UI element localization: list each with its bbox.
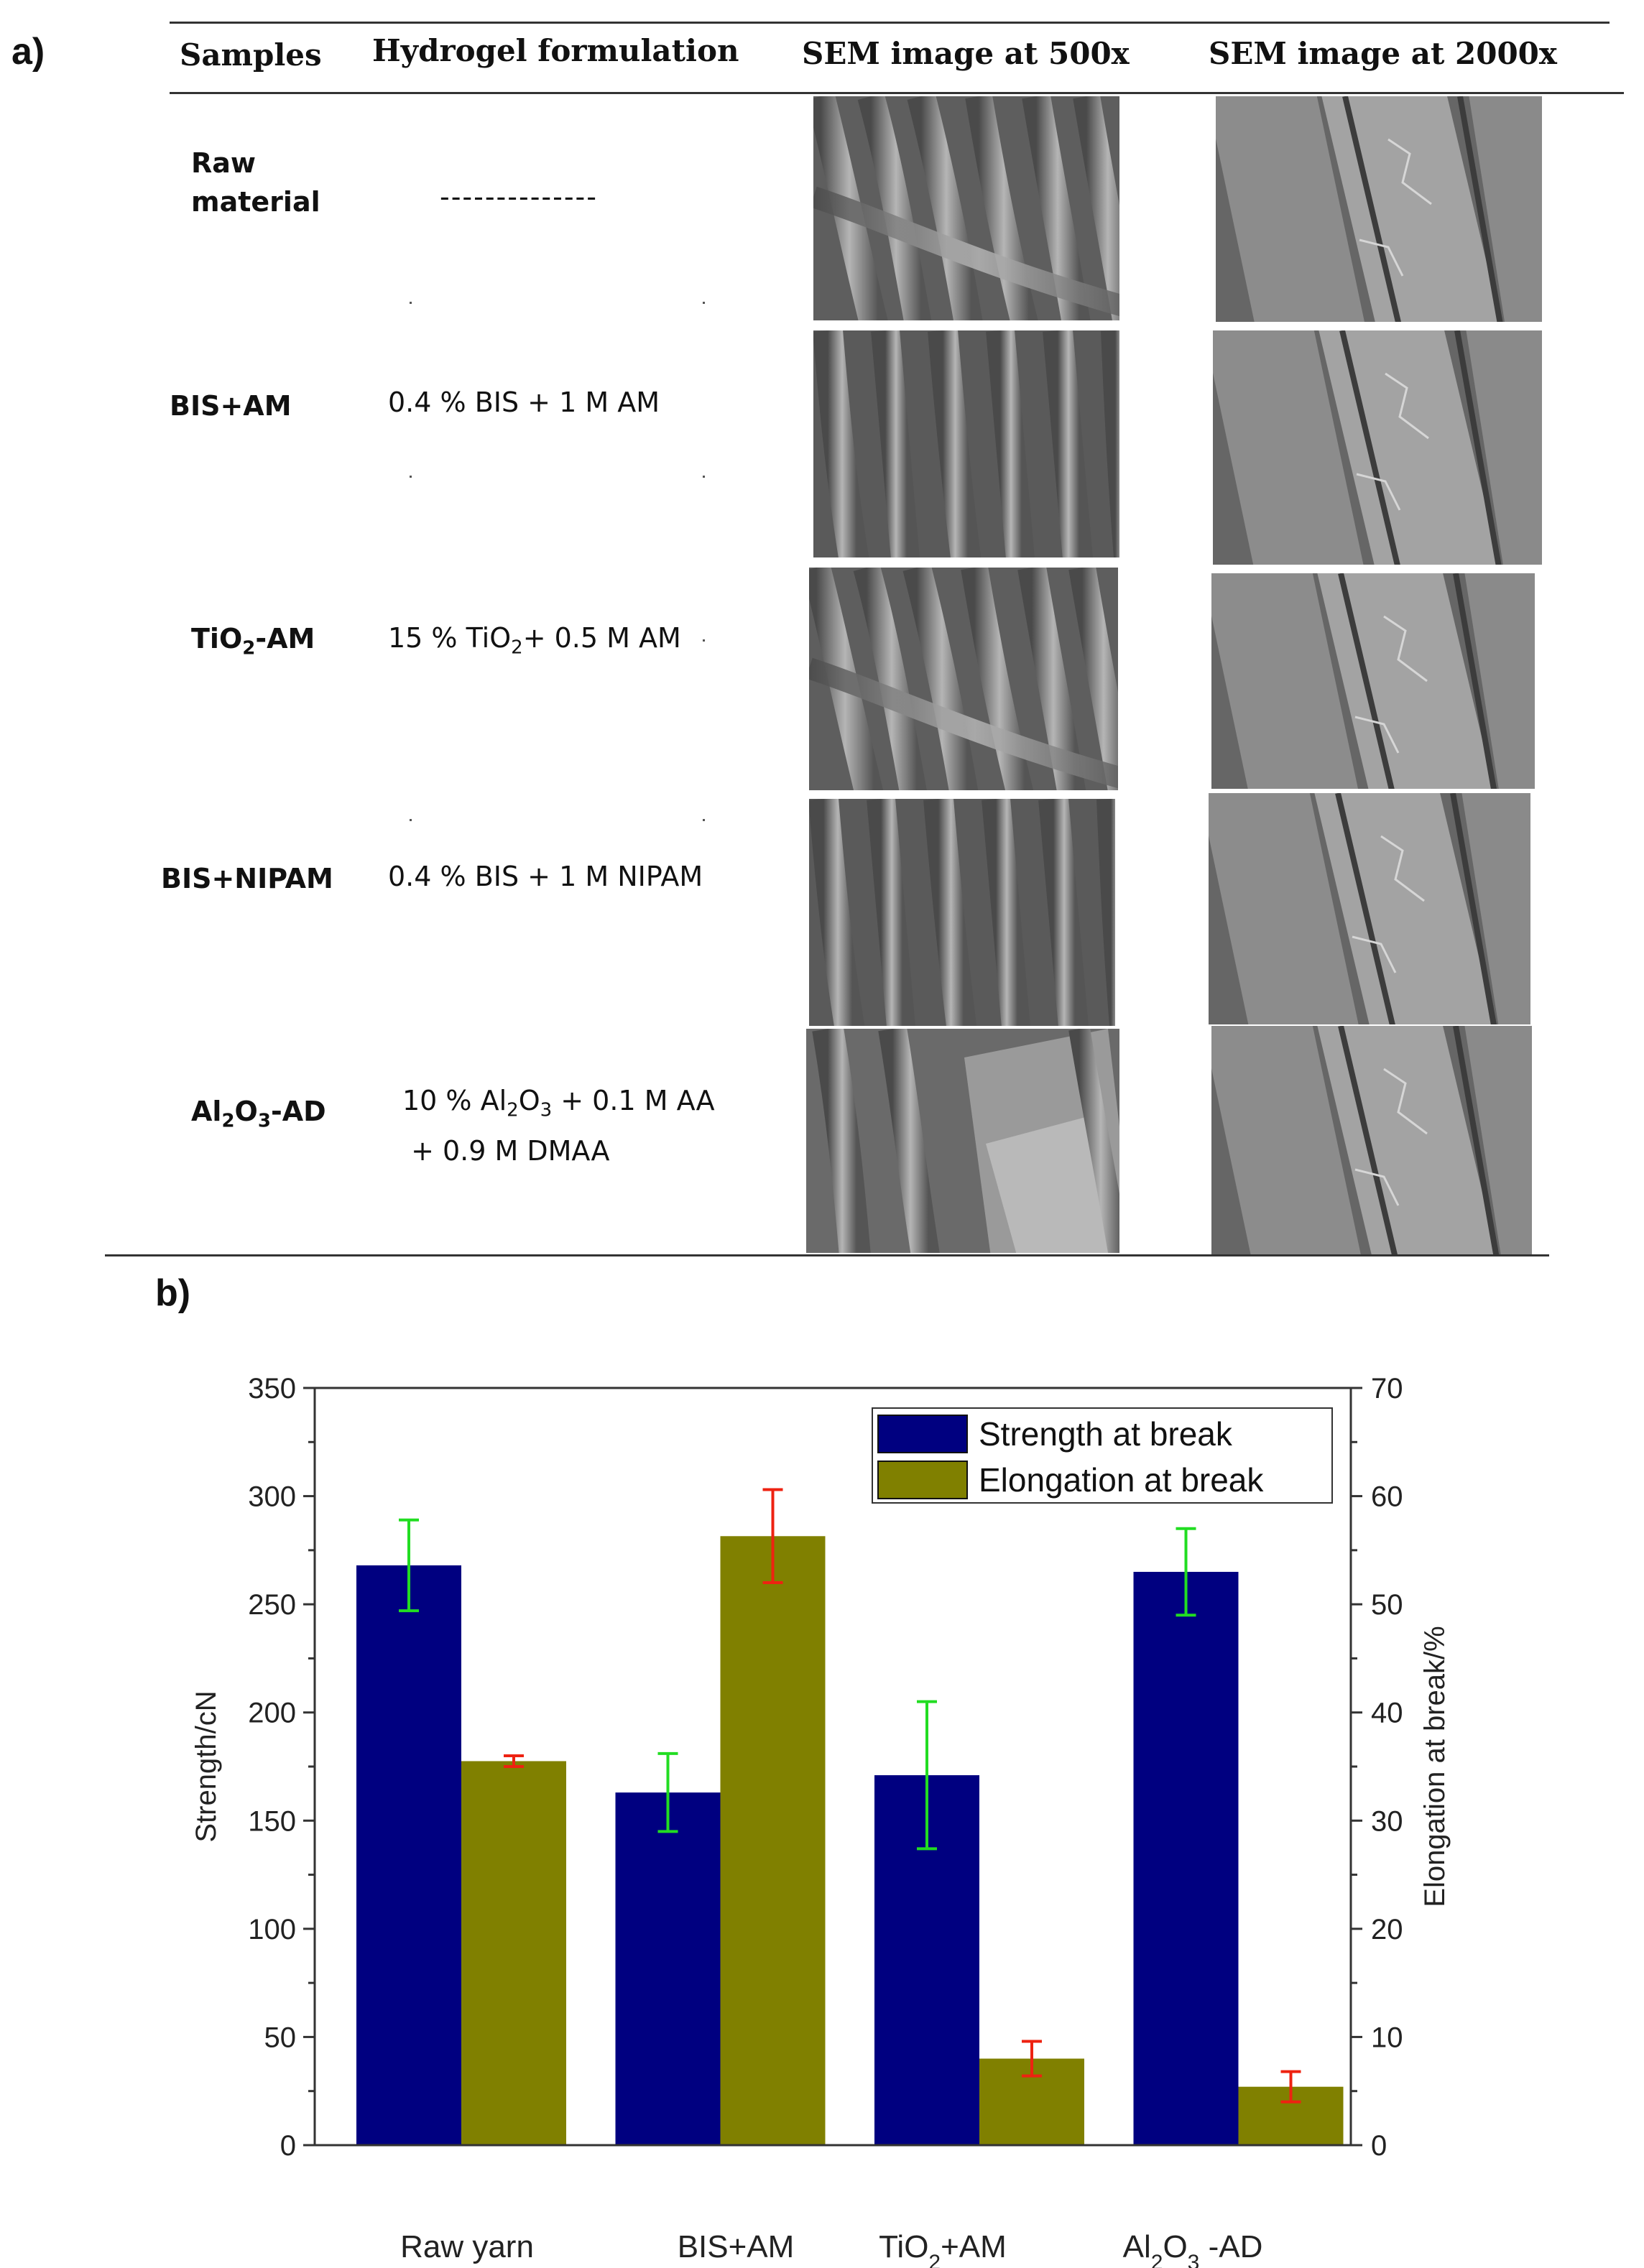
panel-b-label: b) xyxy=(155,1272,191,1314)
x-category-label: Al2O3 -AD xyxy=(1123,2229,1263,2268)
sem-image-2000x xyxy=(1213,330,1542,565)
sem-image-500x xyxy=(806,1029,1119,1253)
left-tick-label: 150 xyxy=(248,1805,296,1837)
left-tick-label: 100 xyxy=(248,1914,296,1945)
left-tick-label: 0 xyxy=(280,2130,296,2162)
y-left-axis-title: Strength/cN xyxy=(190,1690,222,1842)
dot xyxy=(410,819,412,821)
bar-chart-svg: 0 50 100 150 200 250 300 350 0 10 20 30 40 50 60 70 Stre… xyxy=(190,1373,1451,2268)
right-tick-label: 40 xyxy=(1371,1698,1403,1729)
bar-strength xyxy=(615,1792,721,2145)
sem-image-2000x xyxy=(1216,96,1542,322)
table-top-rule xyxy=(170,22,1610,24)
dot xyxy=(703,819,705,821)
sample-name: Al2O3-AD xyxy=(191,1096,326,1132)
sem-image-2000x xyxy=(1211,573,1535,789)
header-samples: Samples xyxy=(180,37,322,73)
sem-image-500x xyxy=(813,330,1119,557)
bar-strength xyxy=(1133,1571,1239,2145)
sample-name: BIS+AM xyxy=(170,390,292,422)
header-formulation: Hydrogel formulation xyxy=(372,33,739,68)
x-category-label: BIS+AM xyxy=(678,2229,795,2264)
header-sem-500x: SEM image at 500x xyxy=(802,36,1130,71)
sample-name: Raw material xyxy=(191,147,320,218)
sem-image-500x xyxy=(809,799,1115,1026)
right-tick-label: 30 xyxy=(1371,1805,1403,1837)
bar-elongation xyxy=(461,1761,566,2145)
sem-table: Samples Hydrogel formulation SEM image a… xyxy=(105,22,1624,1257)
formulation: 0.4 % BIS + 1 M NIPAM xyxy=(388,861,703,892)
left-tick-label: 50 xyxy=(264,2022,297,2053)
bar-strength xyxy=(356,1565,461,2145)
left-tick-label: 200 xyxy=(248,1698,296,1729)
sem-image-500x xyxy=(813,96,1119,320)
formulation: 10 % Al2O3 + 0.1 M AA + 0.9 M DMAA xyxy=(402,1085,715,1167)
right-tick-label: 60 xyxy=(1371,1481,1403,1513)
left-tick-label: 250 xyxy=(248,1589,296,1621)
right-tick-label: 10 xyxy=(1371,2022,1403,2053)
dot xyxy=(410,302,412,304)
dot xyxy=(703,476,705,478)
dot xyxy=(703,302,705,304)
table-header-rule xyxy=(170,92,1624,94)
header-sem-2000x: SEM image at 2000x xyxy=(1209,36,1557,71)
formulation: 15 % TiO2+ 0.5 M AM xyxy=(388,622,681,659)
table-bottom-rule xyxy=(105,1254,1549,1256)
sem-image-2000x xyxy=(1211,1026,1532,1254)
left-tick-label: 300 xyxy=(248,1481,296,1513)
right-tick-label: 20 xyxy=(1371,1914,1403,1945)
sample-name: BIS+NIPAM xyxy=(161,863,333,894)
x-category-label: TiO2+AM xyxy=(879,2229,1007,2268)
legend-swatch xyxy=(877,1461,968,1499)
right-tick-label: 50 xyxy=(1371,1589,1403,1621)
legend-label: Elongation at break xyxy=(979,1461,1264,1499)
sample-name: TiO2-AM xyxy=(191,623,315,659)
sem-image-2000x xyxy=(1209,793,1530,1024)
dot xyxy=(703,639,705,642)
bar-elongation xyxy=(720,1536,826,2145)
formulation: 0.4 % BIS + 1 M AM xyxy=(388,387,660,418)
y-right-axis-title: Elongation at break/% xyxy=(1419,1626,1451,1907)
panel-a-label: a) xyxy=(11,31,45,73)
sem-image-500x xyxy=(809,568,1118,790)
left-tick-label: 350 xyxy=(248,1373,296,1404)
dot xyxy=(410,476,412,478)
formulation: -------------- xyxy=(440,181,598,213)
right-tick-label: 70 xyxy=(1371,1373,1403,1404)
strength-elongation-chart: 0 50 100 150 200 250 300 350 0 10 20 30 40 50 60 70 Stre… xyxy=(0,1322,1644,2268)
legend-swatch xyxy=(877,1415,968,1453)
x-category-label: Raw yarn xyxy=(400,2229,534,2264)
legend-label: Strength at break xyxy=(979,1415,1233,1453)
right-tick-label: 0 xyxy=(1371,2130,1387,2162)
